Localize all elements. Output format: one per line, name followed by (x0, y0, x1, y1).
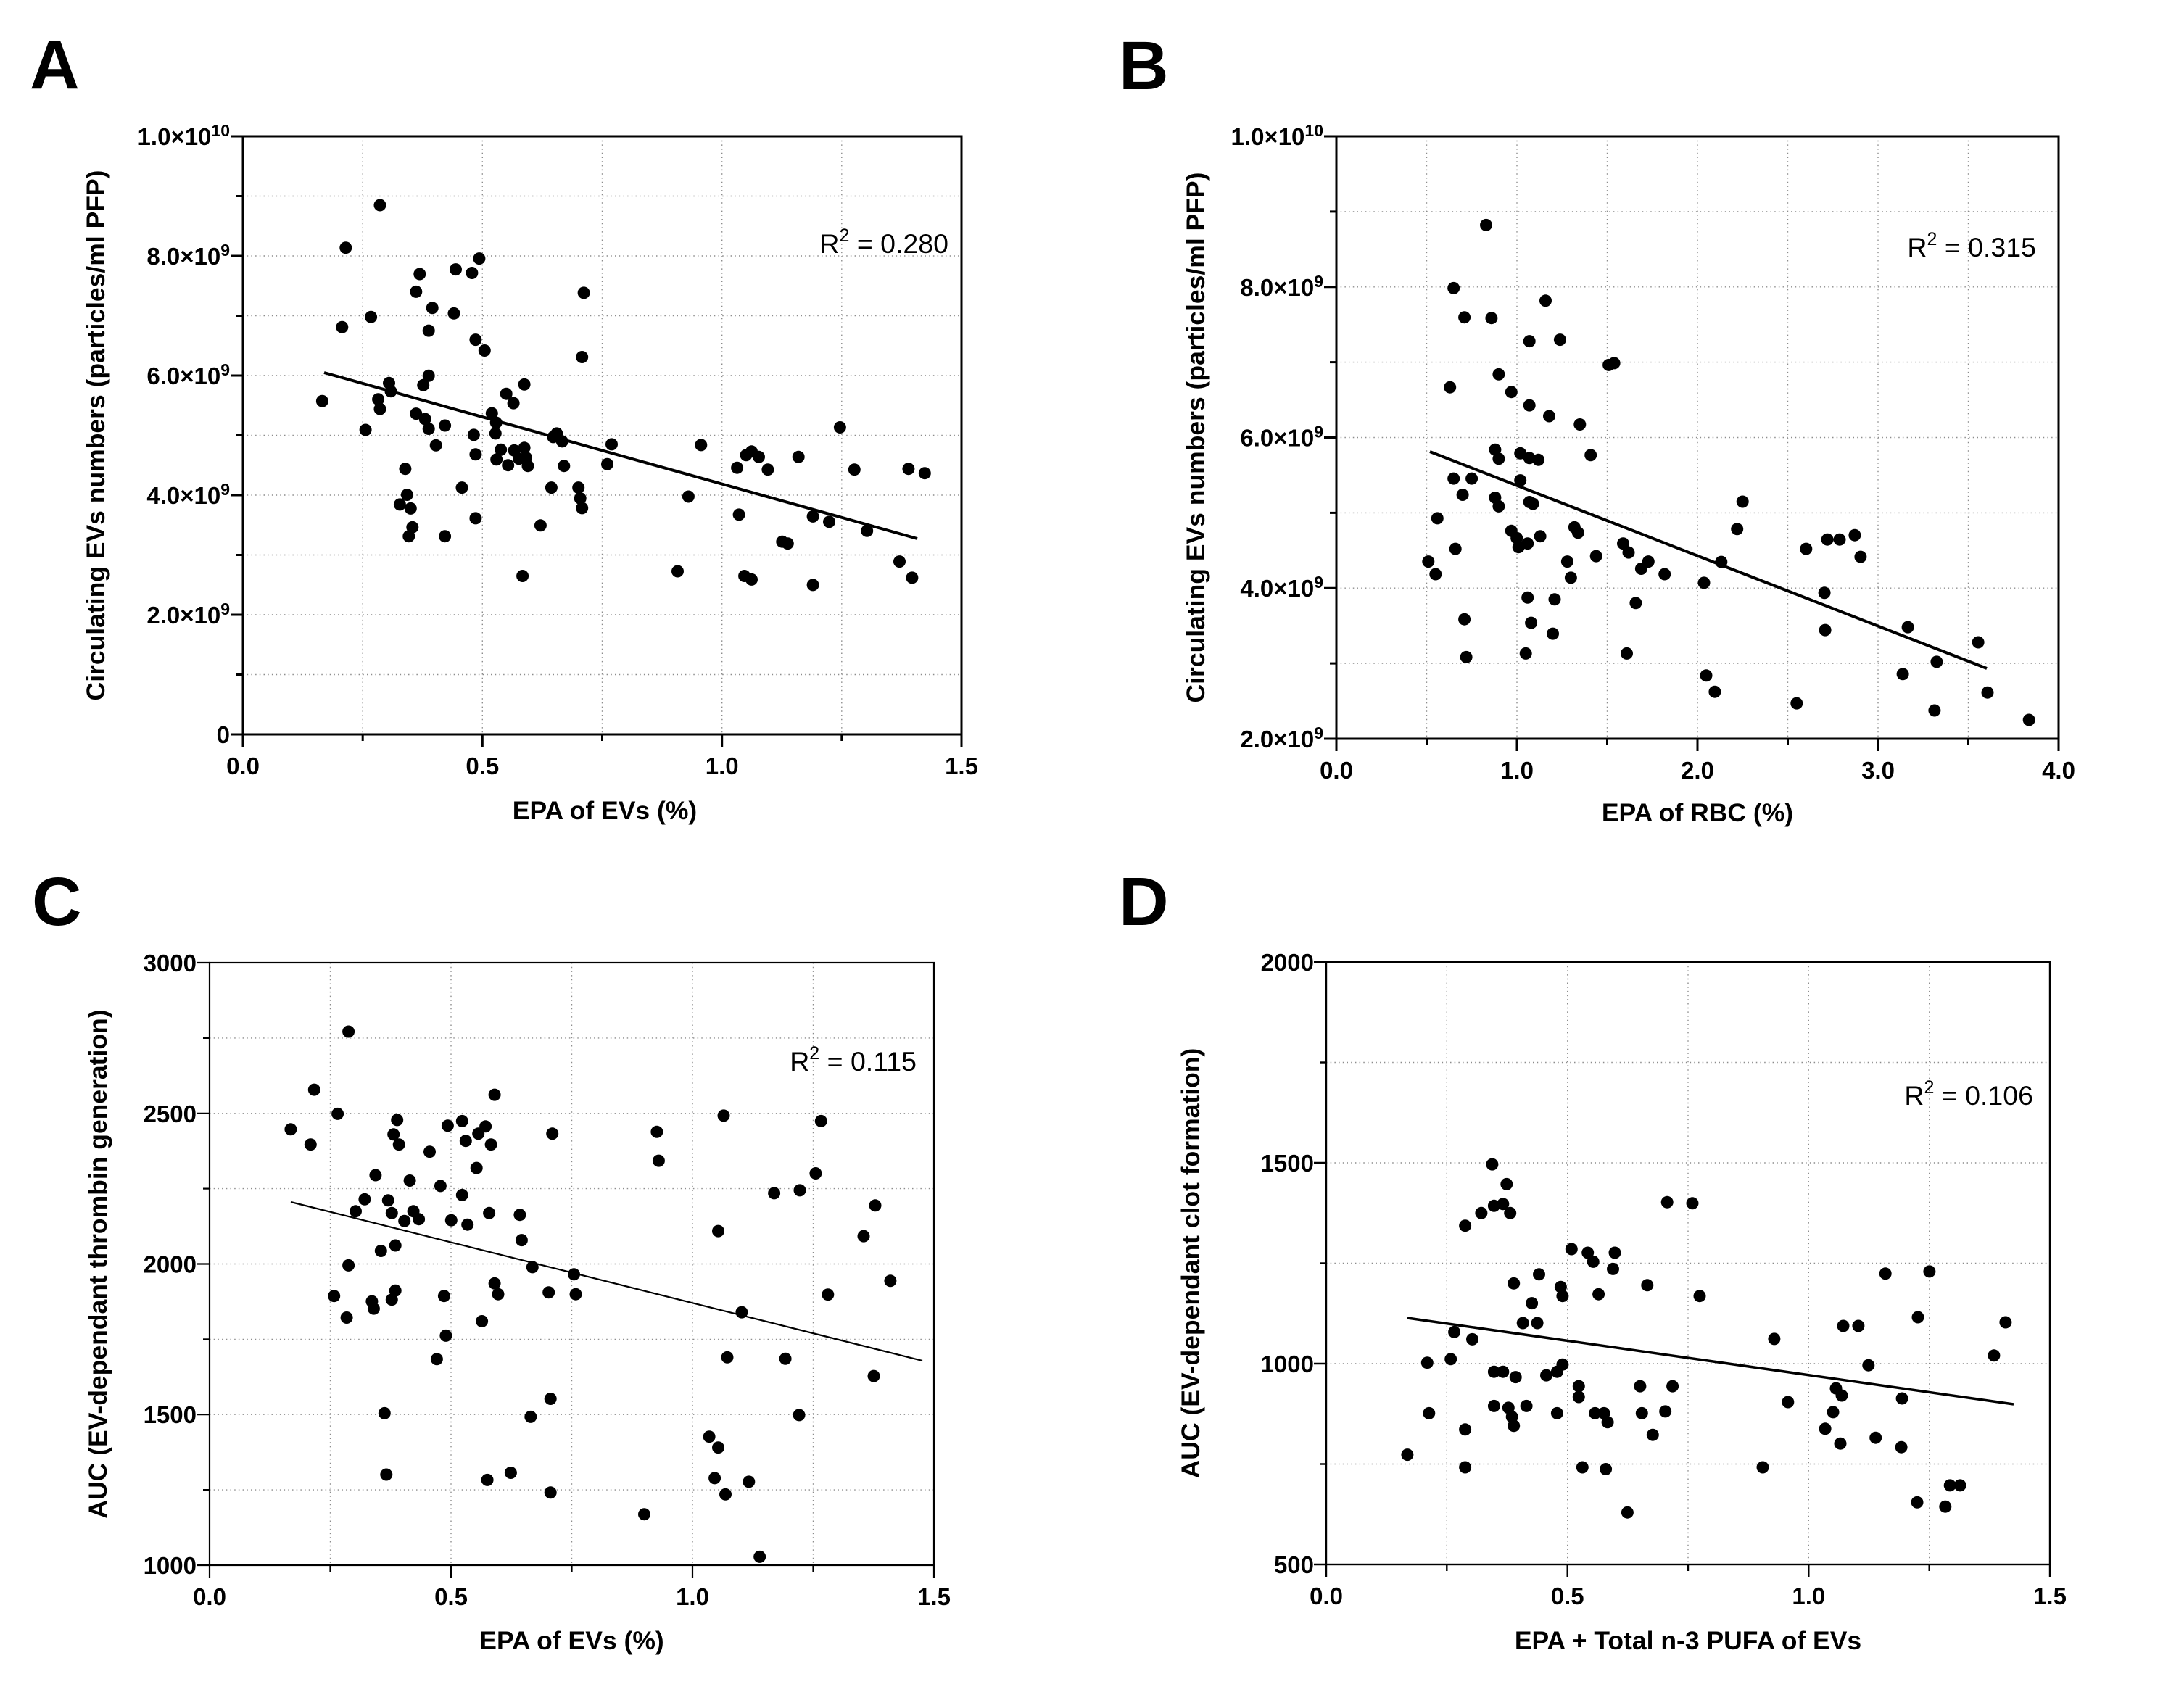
svg-text:8.0×109: 8.0×109 (146, 241, 230, 270)
svg-text:A: A (30, 27, 80, 104)
svg-text:1000: 1000 (144, 1552, 197, 1579)
svg-text:EPA of EVs (%): EPA of EVs (%) (479, 1626, 663, 1655)
svg-text:2000: 2000 (144, 1251, 197, 1278)
svg-text:0: 0 (217, 721, 230, 748)
svg-text:6.0×109: 6.0×109 (1240, 423, 1323, 452)
svg-text:500: 500 (1274, 1551, 1314, 1578)
svg-text:2.0×109: 2.0×109 (1240, 724, 1323, 753)
svg-text:0.0: 0.0 (226, 753, 260, 779)
svg-text:R2 = 0.115: R2 = 0.115 (790, 1043, 917, 1077)
svg-text:EPA of RBC (%): EPA of RBC (%) (1602, 798, 1793, 827)
svg-text:1.5: 1.5 (945, 753, 978, 779)
svg-text:2500: 2500 (144, 1100, 197, 1127)
svg-text:1.5: 1.5 (917, 1583, 951, 1610)
svg-text:0.0: 0.0 (1310, 1583, 1343, 1609)
svg-text:1.5: 1.5 (2033, 1583, 2067, 1609)
svg-text:0.5: 0.5 (1551, 1583, 1584, 1609)
svg-text:EPA + Total n-3 PUFA of EVs: EPA + Total n-3 PUFA of EVs (1515, 1626, 1861, 1655)
svg-text:3.0: 3.0 (1861, 757, 1895, 784)
svg-text:1.0: 1.0 (706, 753, 739, 779)
svg-text:D: D (1119, 863, 1169, 940)
svg-text:3000: 3000 (144, 950, 197, 977)
svg-text:2000: 2000 (1261, 949, 1314, 976)
svg-text:C: C (32, 863, 82, 940)
svg-text:0.0: 0.0 (193, 1583, 226, 1610)
svg-text:8.0×109: 8.0×109 (1240, 272, 1323, 301)
svg-text:EPA of EVs (%): EPA of EVs (%) (513, 796, 697, 825)
svg-text:2.0×109: 2.0×109 (146, 600, 230, 629)
svg-text:1500: 1500 (1261, 1150, 1314, 1177)
svg-text:R2 = 0.106: R2 = 0.106 (1904, 1077, 2033, 1111)
svg-text:4.0×109: 4.0×109 (146, 480, 230, 509)
svg-text:1.0: 1.0 (1792, 1583, 1825, 1609)
svg-text:B: B (1119, 28, 1169, 104)
svg-text:0.5: 0.5 (434, 1583, 468, 1610)
svg-text:Circulating EVs numbers (parti: Circulating EVs numbers (particles/ml PF… (81, 170, 110, 701)
svg-text:0.0: 0.0 (1320, 757, 1353, 784)
svg-text:AUC (EV-dependant thrombin gen: AUC (EV-dependant thrombin generation) (83, 1009, 112, 1518)
svg-text:1.0: 1.0 (676, 1583, 709, 1610)
svg-text:2.0: 2.0 (1681, 757, 1714, 784)
svg-text:R2 = 0.315: R2 = 0.315 (1907, 229, 2036, 262)
svg-text:1.0: 1.0 (1500, 757, 1534, 784)
svg-text:4.0: 4.0 (2042, 757, 2075, 784)
svg-text:Circulating EVs numbers (parti: Circulating EVs numbers (particles/ml PF… (1181, 173, 1210, 703)
svg-text:R2 = 0.280: R2 = 0.280 (819, 225, 948, 259)
svg-text:4.0×109: 4.0×109 (1240, 573, 1323, 602)
svg-text:1500: 1500 (144, 1401, 197, 1428)
svg-text:6.0×109: 6.0×109 (146, 360, 230, 389)
svg-text:0.5: 0.5 (466, 753, 499, 779)
svg-text:1000: 1000 (1261, 1351, 1314, 1377)
svg-text:AUC (EV-dependant clot formati: AUC (EV-dependant clot formation) (1176, 1048, 1205, 1479)
